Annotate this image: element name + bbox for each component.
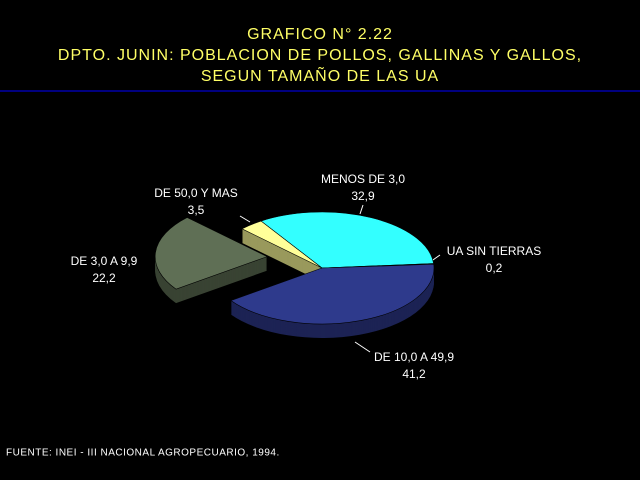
value-label: 3,5 xyxy=(188,203,205,217)
chart-title: DPTO. JUNIN: POBLACION DE POLLOS, GALLIN… xyxy=(58,47,582,64)
value-label: 22,2 xyxy=(92,271,116,285)
slice-label: MENOS DE 3,0 xyxy=(321,172,405,186)
pie-slice xyxy=(154,217,268,290)
value-label: 32,9 xyxy=(351,189,375,203)
pie-slice xyxy=(230,263,435,325)
slice-label: DE 50,0 Y MAS xyxy=(154,186,238,200)
slice-label: DE 10,0 A 49,9 xyxy=(374,350,454,364)
slice-label: UA SIN TIERRAS xyxy=(447,244,541,258)
slice-label: DE 3,0 A 9,9 xyxy=(71,254,138,268)
value-label: 41,2 xyxy=(402,367,426,381)
chart-title: SEGUN TAMAÑO DE LAS UA xyxy=(201,65,439,85)
pie-slice xyxy=(241,220,323,269)
source-note: FUENTE: INEI - III NACIONAL AGROPECUARIO… xyxy=(6,448,280,459)
value-label: 0,2 xyxy=(486,261,503,275)
chart-title: GRAFICO N° 2.22 xyxy=(247,26,393,43)
